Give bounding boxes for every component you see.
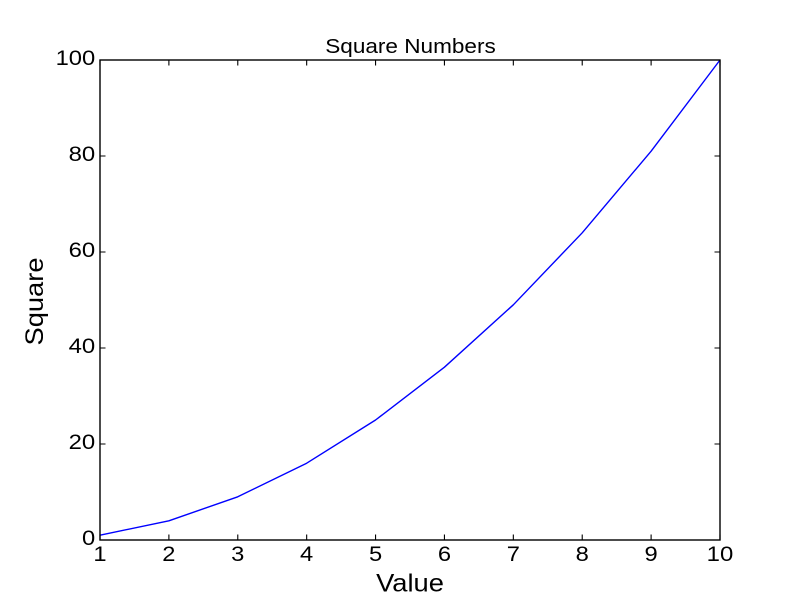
svg-text:Value: Value — [376, 570, 444, 598]
svg-text:8: 8 — [576, 543, 589, 566]
svg-text:7: 7 — [507, 543, 520, 566]
svg-text:2: 2 — [162, 543, 175, 566]
svg-text:1: 1 — [93, 543, 106, 566]
svg-text:0: 0 — [82, 527, 95, 550]
svg-text:Square Numbers: Square Numbers — [325, 36, 496, 58]
svg-text:3: 3 — [231, 543, 244, 566]
svg-text:5: 5 — [369, 543, 382, 566]
svg-text:10: 10 — [707, 543, 734, 566]
svg-text:20: 20 — [69, 431, 96, 454]
svg-text:80: 80 — [69, 143, 96, 166]
svg-text:9: 9 — [645, 543, 658, 566]
svg-text:Square: Square — [21, 258, 49, 346]
svg-text:100: 100 — [56, 47, 96, 70]
svg-text:40: 40 — [69, 335, 96, 358]
svg-text:60: 60 — [69, 239, 96, 262]
svg-text:4: 4 — [300, 543, 313, 566]
svg-text:6: 6 — [438, 543, 451, 566]
